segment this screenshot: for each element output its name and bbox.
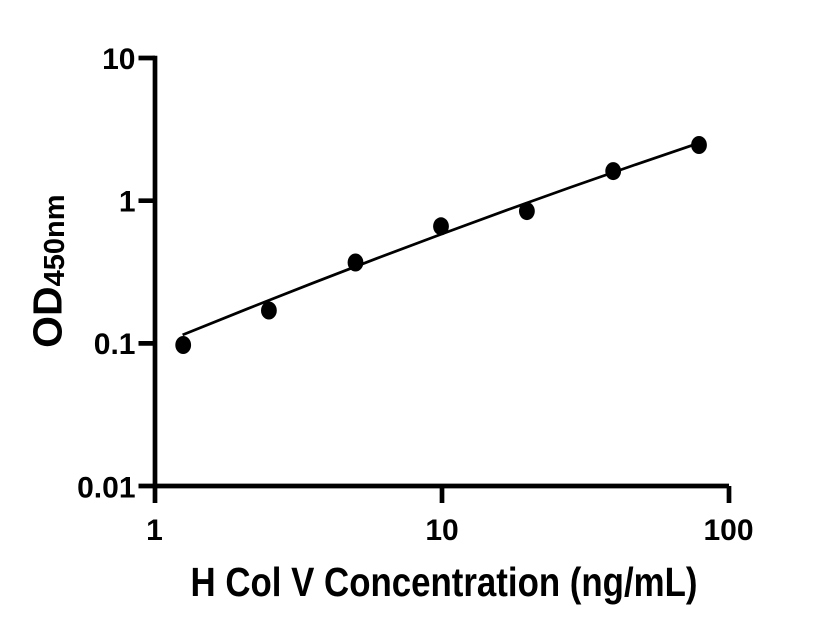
svg-text:OD450nm: OD450nm (25, 195, 72, 348)
svg-text:1: 1 (119, 185, 136, 218)
svg-text:10: 10 (102, 43, 135, 76)
svg-text:1: 1 (146, 514, 163, 547)
svg-text:100: 100 (703, 514, 753, 547)
svg-text:0.01: 0.01 (77, 472, 135, 505)
svg-text:10: 10 (425, 514, 458, 547)
svg-text:0.1: 0.1 (94, 328, 136, 361)
svg-text:H Col V Concentration (ng/mL): H Col V Concentration (ng/mL) (191, 559, 698, 605)
